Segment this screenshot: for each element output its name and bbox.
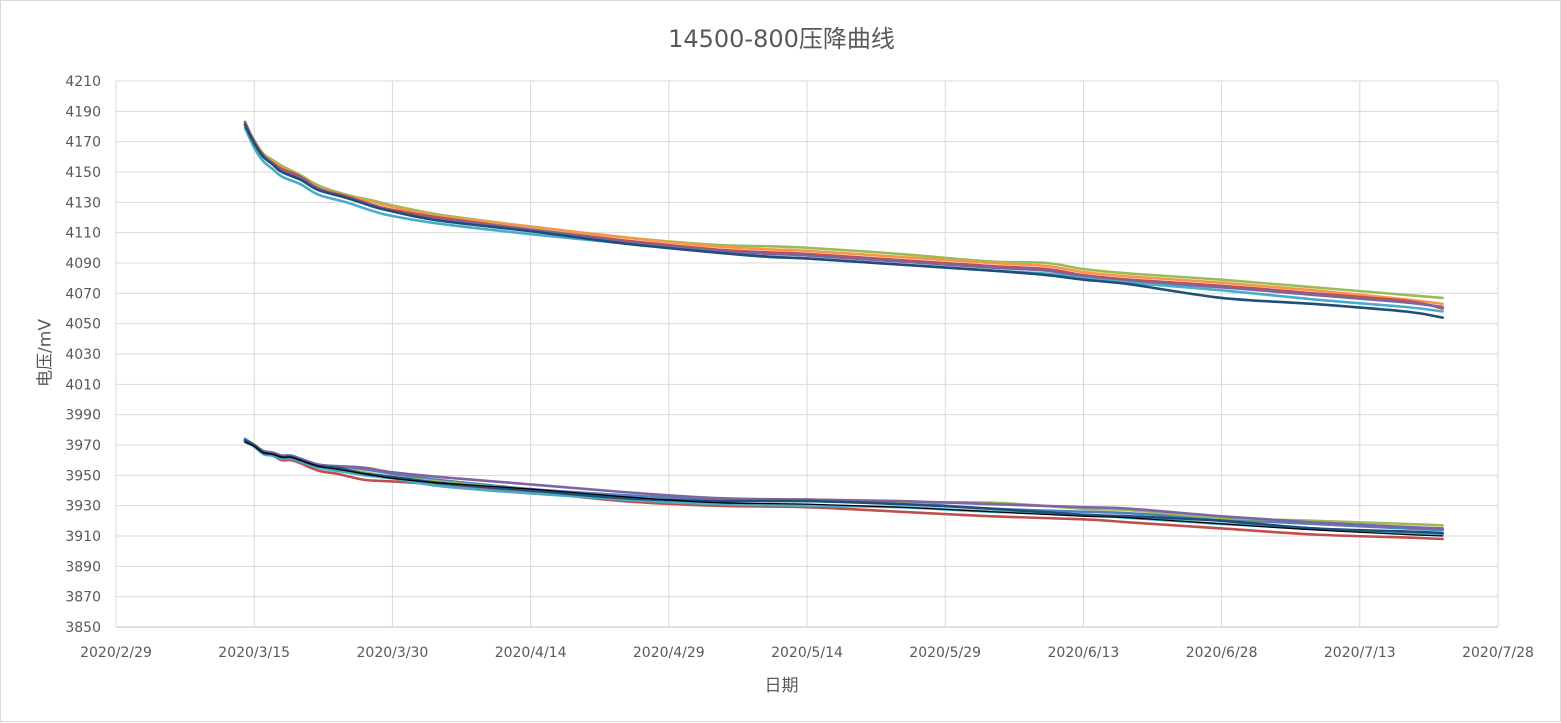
x-tick-label: 2020/6/28 xyxy=(1186,645,1258,661)
x-tick-label: 2020/3/15 xyxy=(218,645,290,661)
x-axis-label: 日期 xyxy=(764,676,799,696)
y-tick-label: 4070 xyxy=(65,286,101,302)
series-line-upper-1 xyxy=(243,122,1444,306)
y-tick-label: 4170 xyxy=(65,135,101,151)
y-tick-label: 4110 xyxy=(65,226,101,242)
y-tick-label: 4210 xyxy=(65,74,101,90)
y-tick-label: 4030 xyxy=(65,347,101,363)
y-tick-label: 3930 xyxy=(65,499,101,515)
y-axis-label: 电压/mV xyxy=(35,319,56,387)
y-tick-label: 4150 xyxy=(65,165,101,181)
y-tick-label: 4090 xyxy=(65,256,101,272)
x-tick-label: 2020/2/29 xyxy=(80,645,152,661)
x-tick-label: 2020/6/13 xyxy=(1048,645,1120,661)
grid-lines xyxy=(115,80,1499,628)
x-tick-label: 2020/7/28 xyxy=(1462,645,1534,661)
x-tick-label: 2020/4/29 xyxy=(633,645,705,661)
y-tick-label: 3890 xyxy=(65,559,101,575)
series-line-upper-2 xyxy=(243,120,1444,310)
y-tick-label: 3870 xyxy=(65,590,101,606)
x-tick-label: 2020/3/30 xyxy=(357,645,429,661)
series-line-upper-5 xyxy=(243,123,1444,319)
series-line-lower-12 xyxy=(244,441,1444,537)
series-lines xyxy=(243,120,1444,541)
series-line-lower-9 xyxy=(243,439,1444,530)
y-tick-label: 4190 xyxy=(65,104,101,120)
x-tick-labels: 2020/2/29 2020/3/15 2020/3/30 2020/4/14 2020… xyxy=(80,645,1534,661)
x-tick-label: 2020/4/14 xyxy=(495,645,567,661)
x-tick-label: 2020/5/29 xyxy=(909,645,981,661)
y-tick-label: 3850 xyxy=(65,620,101,636)
series-line-upper-0 xyxy=(243,123,1444,300)
x-tick-label: 2020/5/14 xyxy=(771,645,843,661)
y-tick-labels: 3850 3870 3890 3910 3930 3950 3970 3990 4010 4030… xyxy=(65,74,101,636)
y-tick-label: 3950 xyxy=(65,468,101,484)
y-tick-label: 3990 xyxy=(65,408,101,424)
y-tick-label: 4050 xyxy=(65,317,101,333)
y-tick-label: 4010 xyxy=(65,377,101,393)
y-tick-label: 4130 xyxy=(65,195,101,211)
chart-title: 14500-800压降曲线 xyxy=(668,25,895,53)
x-tick-label: 2020/7/13 xyxy=(1324,645,1396,661)
y-tick-label: 3910 xyxy=(65,529,101,545)
y-tick-label: 3970 xyxy=(65,438,101,454)
